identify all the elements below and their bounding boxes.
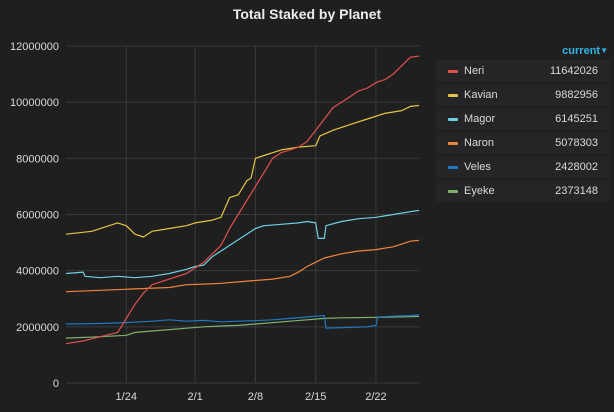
legend-item-name: Kavian	[464, 89, 498, 101]
legend-item-value: 2428002	[555, 161, 598, 173]
legend-item-name: Eyeke	[464, 185, 495, 197]
legend-swatch	[448, 69, 458, 73]
x-tick-label: 2/8	[248, 391, 263, 403]
series-line-naron	[65, 239, 420, 293]
legend: current▼ Neri 11642026 Kavian 9882956 Magor 6…	[436, 42, 610, 204]
legend-item-name: Neri	[464, 65, 485, 77]
x-tick-label: 2/22	[365, 391, 386, 403]
x-tick-label: 1/24	[116, 391, 137, 403]
legend-item-name: Veles	[464, 161, 491, 173]
legend-swatch	[448, 189, 458, 193]
y-tick-label: 10000000	[10, 97, 59, 109]
legend-swatch	[448, 93, 458, 97]
legend-item-value: 11642026	[549, 65, 598, 77]
series-line-eyeke	[65, 315, 420, 339]
legend-swatch	[448, 117, 458, 121]
legend-rows: Neri 11642026 Kavian 9882956 Magor 6145251 Nar…	[436, 60, 610, 202]
legend-item-value: 2373148	[555, 185, 598, 197]
y-tick-label: 6000000	[16, 210, 59, 222]
legend-item-magor[interactable]: Magor 6145251	[436, 108, 610, 130]
legend-item-value: 9882956	[555, 89, 598, 101]
legend-swatch	[448, 165, 458, 169]
legend-header-label: current	[562, 45, 601, 57]
legend-item-naron[interactable]: Naron 5078303	[436, 132, 610, 154]
series-line-veles	[65, 314, 420, 329]
legend-swatch	[448, 141, 458, 145]
series-line-kavian	[65, 104, 420, 238]
legend-item-eyeke[interactable]: Eyeke 2373148	[436, 180, 610, 202]
panel-title: Total Staked by Planet	[232, 6, 382, 22]
x-tick-label: 2/15	[305, 391, 326, 403]
legend-item-value: 5078303	[555, 137, 598, 149]
x-tick-label: 2/1	[187, 391, 202, 403]
y-tick-label: 8000000	[16, 153, 59, 165]
legend-item-name: Naron	[464, 137, 494, 149]
legend-item-name: Magor	[464, 113, 496, 125]
legend-item-veles[interactable]: Veles 2428002	[436, 156, 610, 178]
caret-down-icon: ▼	[600, 46, 608, 55]
y-tick-label: 4000000	[16, 266, 59, 278]
y-tick-label: 12000000	[10, 41, 59, 53]
legend-item-kavian[interactable]: Kavian 9882956	[436, 84, 610, 106]
series-line-magor	[65, 209, 420, 279]
legend-sort-header[interactable]: current▼	[436, 42, 610, 60]
y-tick-label: 0	[53, 378, 59, 390]
y-tick-label: 2000000	[16, 322, 59, 334]
legend-item-value: 6145251	[555, 113, 598, 125]
legend-item-neri[interactable]: Neri 11642026	[436, 60, 610, 82]
series-line-neri	[65, 55, 420, 345]
